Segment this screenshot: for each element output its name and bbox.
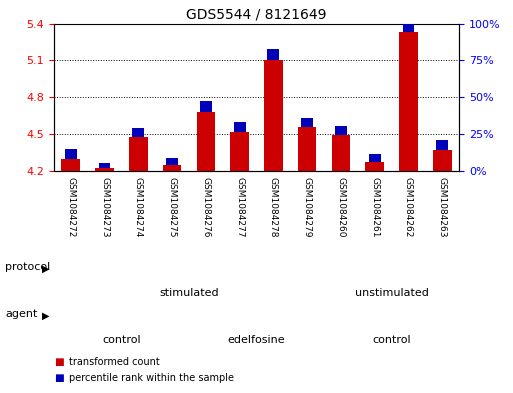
Bar bbox=[163, 165, 182, 171]
Bar bbox=[234, 122, 246, 132]
Text: transformed count: transformed count bbox=[69, 356, 160, 367]
Text: GSM1084274: GSM1084274 bbox=[134, 177, 143, 237]
Text: protocol: protocol bbox=[5, 262, 50, 272]
Text: GSM1084277: GSM1084277 bbox=[235, 177, 244, 237]
Bar bbox=[403, 20, 415, 32]
Text: GSM1084263: GSM1084263 bbox=[438, 177, 447, 237]
Text: GSM1084261: GSM1084261 bbox=[370, 177, 379, 237]
Bar bbox=[264, 61, 283, 171]
Bar bbox=[399, 32, 418, 171]
Text: edelfosine: edelfosine bbox=[228, 335, 285, 345]
Bar bbox=[200, 101, 212, 112]
Bar bbox=[98, 163, 110, 169]
Text: ■: ■ bbox=[54, 373, 64, 383]
Text: GSM1084273: GSM1084273 bbox=[100, 177, 109, 237]
Text: control: control bbox=[372, 335, 411, 345]
Bar bbox=[433, 150, 451, 171]
Bar bbox=[301, 118, 313, 127]
Text: ▶: ▶ bbox=[42, 263, 49, 274]
Text: GSM1084272: GSM1084272 bbox=[66, 177, 75, 237]
Bar bbox=[166, 158, 178, 165]
Text: GSM1084262: GSM1084262 bbox=[404, 177, 413, 237]
Text: GSM1084276: GSM1084276 bbox=[201, 177, 210, 237]
Text: GSM1084260: GSM1084260 bbox=[337, 177, 345, 237]
Bar bbox=[369, 154, 381, 162]
Bar bbox=[62, 159, 80, 171]
Text: GSM1084278: GSM1084278 bbox=[269, 177, 278, 237]
Text: agent: agent bbox=[5, 309, 37, 320]
Bar bbox=[230, 132, 249, 171]
Bar bbox=[65, 149, 76, 159]
Bar bbox=[335, 126, 347, 135]
Text: percentile rank within the sample: percentile rank within the sample bbox=[69, 373, 234, 383]
Text: GSM1084275: GSM1084275 bbox=[168, 177, 176, 237]
Text: control: control bbox=[102, 335, 141, 345]
Bar bbox=[132, 128, 144, 136]
Bar bbox=[129, 136, 148, 171]
Bar bbox=[267, 50, 279, 61]
Title: GDS5544 / 8121649: GDS5544 / 8121649 bbox=[186, 7, 327, 21]
Bar bbox=[437, 140, 448, 150]
Text: ▶: ▶ bbox=[42, 310, 49, 321]
Text: unstimulated: unstimulated bbox=[354, 288, 428, 298]
Text: stimulated: stimulated bbox=[159, 288, 219, 298]
Bar bbox=[196, 112, 215, 171]
Bar bbox=[365, 162, 384, 171]
Text: GSM1084279: GSM1084279 bbox=[303, 177, 312, 237]
Text: ■: ■ bbox=[54, 356, 64, 367]
Bar bbox=[95, 169, 114, 171]
Bar bbox=[331, 135, 350, 171]
Bar bbox=[298, 127, 317, 171]
